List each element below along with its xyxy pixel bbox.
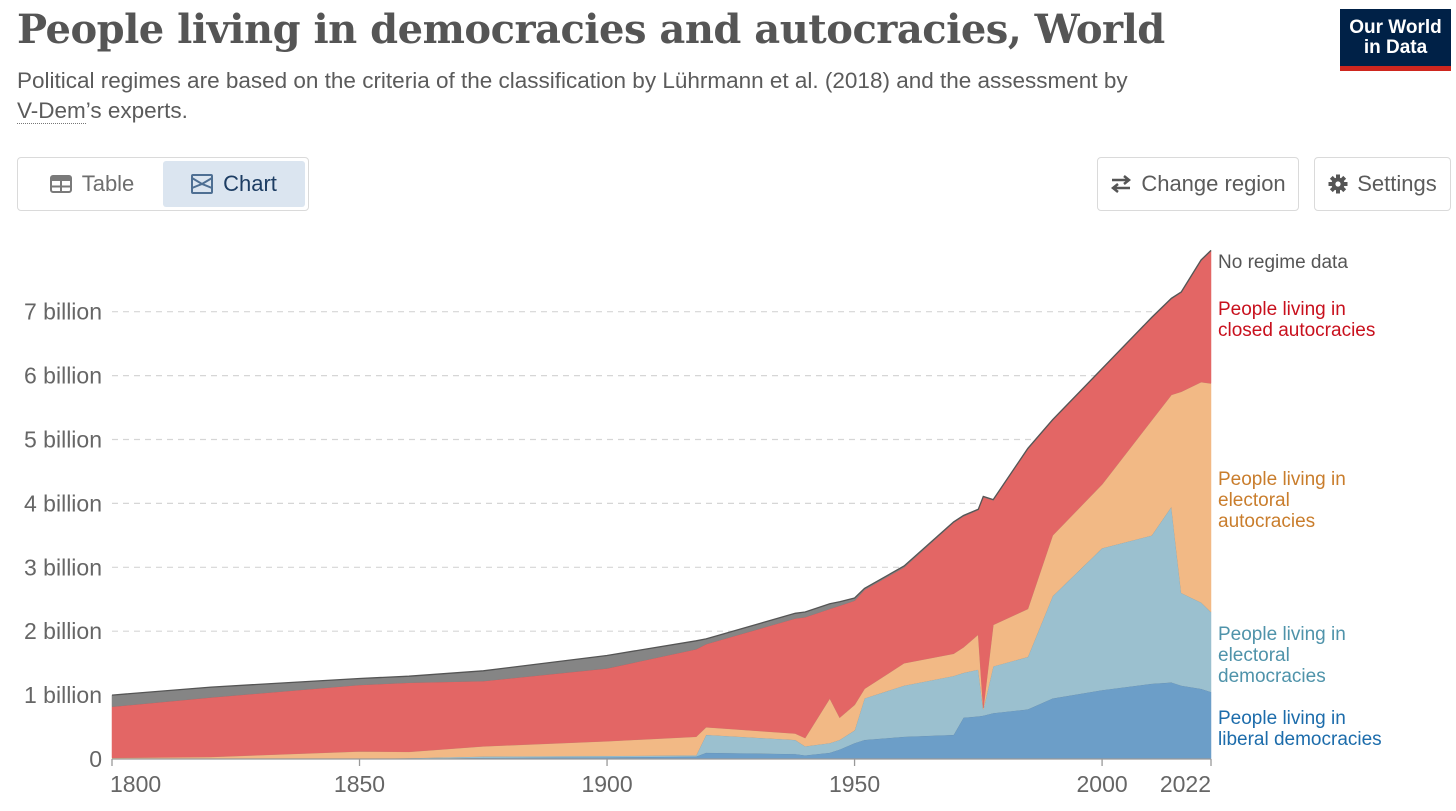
change-region-button[interactable]: Change region <box>1097 157 1299 211</box>
axes: 0 1 billion 2 billion 3 billion 4 billion 5 b… <box>24 299 1212 797</box>
tab-table-label: Table <box>81 171 135 196</box>
legend-line: electoral <box>1218 645 1290 666</box>
subtitle-text: Political regimes are based on the crite… <box>17 68 1128 93</box>
x-tick-label: 2022 <box>1160 771 1211 797</box>
legend-line: closed autocracies <box>1218 320 1376 341</box>
view-tabs: Table Chart <box>17 157 309 211</box>
legend-line: People living in <box>1218 299 1346 320</box>
legend-line: People living in <box>1218 708 1346 729</box>
owid-logo[interactable]: Our World in Data <box>1340 9 1451 71</box>
vdem-link[interactable]: V-Dem <box>17 98 86 124</box>
y-tick-label: 2 billion <box>24 618 102 644</box>
area-edge-no-data <box>111 249 1212 696</box>
gear-icon <box>1328 174 1348 194</box>
tab-table[interactable]: Table <box>21 161 163 207</box>
settings-button[interactable]: Settings <box>1314 157 1451 211</box>
table-icon <box>49 175 72 193</box>
legend-line: autocracies <box>1218 511 1316 532</box>
x-tick-label: 1900 <box>581 771 632 797</box>
change-region-label: Change region <box>1141 171 1286 196</box>
y-tick-label: 3 billion <box>24 554 102 580</box>
legend-label-closed-auto[interactable]: People living in closed autocracies <box>1218 299 1375 341</box>
x-tick-label: 2000 <box>1077 771 1128 797</box>
y-tick-label: 5 billion <box>24 427 102 453</box>
y-tick-label: 4 billion <box>24 490 102 516</box>
subtitle-text-end: ’s experts. <box>85 98 188 123</box>
tab-chart[interactable]: Chart <box>163 161 305 207</box>
swap-arrows-icon <box>1111 175 1132 193</box>
legend-label-liberal[interactable]: People living in liberal democracies <box>1218 708 1382 750</box>
chart-subtitle: Political regimes are based on the crite… <box>17 66 1217 126</box>
x-tick-label: 1800 <box>110 771 161 797</box>
chart-title: People living in democracies and autocra… <box>17 6 1165 53</box>
logo-line-1: Our World <box>1349 16 1442 38</box>
x-tick-label: 1850 <box>334 771 385 797</box>
y-tick-label: 0 <box>89 746 102 772</box>
legend-label-electoral-auto[interactable]: People living in electoral autocracies <box>1218 469 1346 532</box>
legend-line: No regime data <box>1218 252 1348 273</box>
x-tick-label: 1950 <box>829 771 880 797</box>
tab-chart-label: Chart <box>223 171 277 196</box>
y-tick-label: 7 billion <box>24 299 102 325</box>
legend-line: liberal democracies <box>1218 729 1382 750</box>
legend-line: People living in <box>1218 624 1346 645</box>
settings-label: Settings <box>1357 171 1437 196</box>
legend-label-electoral-dem[interactable]: People living in electoral democracies <box>1218 624 1346 687</box>
logo-line-2: in Data <box>1363 36 1428 58</box>
area-chart: 0 1 billion 2 billion 3 billion 4 billion 5 b… <box>24 249 1212 797</box>
legend-line: electoral <box>1218 490 1290 511</box>
legend-label-no-data[interactable]: No regime data <box>1218 252 1348 273</box>
chart-icon <box>191 174 214 194</box>
y-tick-label: 6 billion <box>24 363 102 389</box>
legend-line: democracies <box>1218 666 1326 687</box>
stacked-areas <box>111 249 1212 760</box>
y-tick-label: 1 billion <box>24 682 102 708</box>
legend-line: People living in <box>1218 469 1346 490</box>
